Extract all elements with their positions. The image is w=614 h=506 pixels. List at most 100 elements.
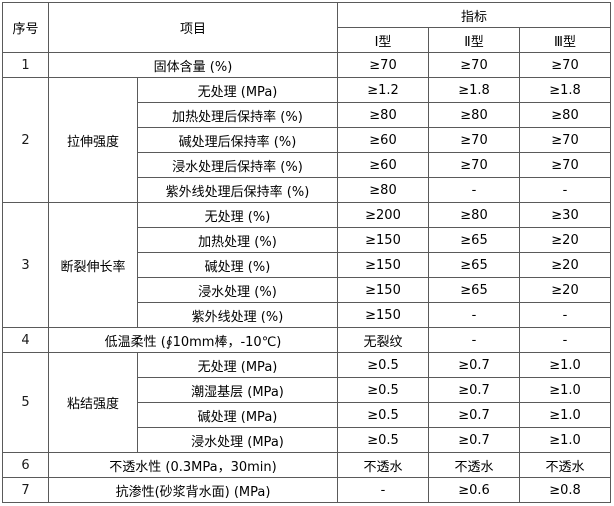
value-type-3: 不透水 bbox=[519, 452, 611, 478]
value-type-2: ≥0.7 bbox=[428, 402, 520, 428]
value-type-1: ≥150 bbox=[337, 227, 429, 253]
sub-item-label: 紫外线处理 (%) bbox=[137, 302, 338, 328]
value-type-3: ≥1.0 bbox=[519, 402, 611, 428]
row-number: 2 bbox=[2, 77, 49, 203]
value-type-3: ≥1.0 bbox=[519, 377, 611, 403]
value-type-1: 不透水 bbox=[337, 452, 429, 478]
sub-item-label: 浸水处理 (MPa) bbox=[137, 427, 338, 453]
value-type-3: ≥0.8 bbox=[519, 477, 611, 503]
sub-item-label: 浸水处理后保持率 (%) bbox=[137, 152, 338, 178]
header-type-2: Ⅱ型 bbox=[428, 27, 520, 53]
value-type-2: ≥65 bbox=[428, 227, 520, 253]
table-row: 5 粘结强度 无处理 (MPa) ≥0.5 ≥0.7 ≥1.0 bbox=[2, 352, 611, 453]
item-label: 低温柔性 (∮10mm棒，-10℃) bbox=[48, 327, 338, 353]
table-row: 加热处理后保持率 (%) ≥80 ≥80 ≥80 bbox=[3, 102, 611, 128]
value-type-3: ≥20 bbox=[519, 227, 611, 253]
value-type-1: ≥60 bbox=[337, 127, 429, 153]
value-type-2: ≥65 bbox=[428, 252, 520, 278]
value-type-3: ≥1.0 bbox=[519, 427, 611, 453]
value-type-3: ≥70 bbox=[519, 127, 611, 153]
value-type-2: - bbox=[428, 327, 520, 353]
value-type-1: ≥60 bbox=[337, 152, 429, 178]
table-body: 1 固体含量 (%) ≥70 ≥70 ≥70 2 拉伸强度 无处理 (MPa) ≥1.2 ≥1.8… bbox=[2, 52, 611, 503]
value-type-2: ≥0.7 bbox=[428, 377, 520, 403]
value-type-1: ≥0.5 bbox=[337, 402, 429, 428]
value-type-1: ≥70 bbox=[337, 52, 429, 78]
sub-item-label: 浸水处理 (%) bbox=[137, 277, 338, 303]
table-row: 1 固体含量 (%) ≥70 ≥70 ≥70 bbox=[2, 52, 611, 78]
item-label: 不透水性 (0.3MPa，30min) bbox=[48, 452, 338, 478]
value-type-2: ≥65 bbox=[428, 277, 520, 303]
value-type-1: ≥150 bbox=[337, 302, 429, 328]
group-label: 粘结强度 bbox=[48, 352, 138, 453]
sub-item-label: 加热处理后保持率 (%) bbox=[137, 102, 338, 128]
value-type-2: 不透水 bbox=[428, 452, 520, 478]
value-type-2: ≥70 bbox=[428, 152, 520, 178]
value-type-2: ≥0.6 bbox=[428, 477, 520, 503]
value-type-3: ≥70 bbox=[519, 152, 611, 178]
row-number: 1 bbox=[2, 52, 49, 78]
table-row: 6 不透水性 (0.3MPa，30min) 不透水 不透水 不透水 bbox=[2, 452, 611, 478]
sub-item-label: 碱处理 (MPa) bbox=[137, 402, 338, 428]
value-type-3: ≥20 bbox=[519, 252, 611, 278]
value-type-3: ≥30 bbox=[519, 202, 611, 228]
value-type-2: ≥0.7 bbox=[428, 352, 520, 378]
header-no: 序号 bbox=[2, 2, 49, 53]
group-label: 断裂伸长率 bbox=[48, 202, 138, 328]
row-number: 3 bbox=[2, 202, 49, 328]
table-row: 3 断裂伸长率 无处理 (%) ≥200 ≥80 ≥30 bbox=[2, 202, 611, 328]
value-type-2: ≥80 bbox=[428, 202, 520, 228]
value-type-1: ≥150 bbox=[337, 277, 429, 303]
value-type-3: - bbox=[519, 327, 611, 353]
value-type-1: - bbox=[337, 477, 429, 503]
header-index: 指标 bbox=[337, 2, 611, 28]
table-row: 4 低温柔性 (∮10mm棒，-10℃) 无裂纹 - - bbox=[2, 327, 611, 353]
value-type-1: ≥0.5 bbox=[337, 427, 429, 453]
header-item: 项目 bbox=[48, 2, 338, 53]
sub-item-label: 加热处理 (%) bbox=[137, 227, 338, 253]
table-row: 加热处理 (%) ≥150 ≥65 ≥20 bbox=[3, 227, 611, 253]
value-type-1: ≥150 bbox=[337, 252, 429, 278]
row-number: 6 bbox=[2, 452, 49, 478]
sub-item-label: 碱处理后保持率 (%) bbox=[137, 127, 338, 153]
row-number: 7 bbox=[2, 477, 49, 503]
table-row: 碱处理 (%) ≥150 ≥65 ≥20 bbox=[3, 252, 611, 278]
sub-item-label: 碱处理 (%) bbox=[137, 252, 338, 278]
value-type-3: ≥80 bbox=[519, 102, 611, 128]
value-type-1: ≥200 bbox=[337, 202, 429, 228]
value-type-1: ≥0.5 bbox=[337, 352, 429, 378]
value-type-3: ≥20 bbox=[519, 277, 611, 303]
table-row: 紫外线处理 (%) ≥150- - bbox=[3, 302, 611, 328]
value-type-1: ≥0.5 bbox=[337, 377, 429, 403]
row-number: 5 bbox=[2, 352, 49, 453]
value-type-1: ≥80 bbox=[337, 177, 429, 203]
value-type-1: ≥80 bbox=[337, 102, 429, 128]
value-type-2: - bbox=[428, 302, 520, 328]
header-type-1: Ⅰ型 bbox=[337, 27, 429, 53]
value-type-3: - bbox=[519, 177, 611, 203]
value-type-2: - bbox=[428, 177, 520, 203]
value-type-3: ≥70 bbox=[519, 52, 611, 78]
table-row: 浸水处理后保持率 (%) ≥60 ≥70 ≥70 bbox=[3, 152, 611, 178]
value-type-2: ≥70 bbox=[428, 127, 520, 153]
item-label: 固体含量 (%) bbox=[48, 52, 338, 78]
value-type-3: ≥1.8 bbox=[519, 77, 611, 103]
table-row: 碱处理 (MPa) ≥0.5 ≥0.7 ≥1.0 bbox=[3, 402, 611, 428]
value-type-3: - bbox=[519, 302, 611, 328]
value-type-3: ≥1.0 bbox=[519, 352, 611, 378]
group-label: 拉伸强度 bbox=[48, 77, 138, 203]
item-label: 抗渗性(砂浆背水面) (MPa) bbox=[48, 477, 338, 503]
value-type-2: ≥1.8 bbox=[428, 77, 520, 103]
value-type-2: ≥80 bbox=[428, 102, 520, 128]
row-number: 4 bbox=[2, 327, 49, 353]
sub-item-label: 潮湿基层 (MPa) bbox=[137, 377, 338, 403]
table-row: 7 抗渗性(砂浆背水面) (MPa) - ≥0.6 ≥0.8 bbox=[2, 477, 611, 503]
sub-item-label: 无处理 (%) bbox=[137, 202, 338, 228]
value-type-2: ≥70 bbox=[428, 52, 520, 78]
table-row: 2 拉伸强度 无处理 (MPa) ≥1.2 ≥1.8 ≥1.8 bbox=[2, 77, 611, 203]
value-type-1: ≥1.2 bbox=[337, 77, 429, 103]
table-row: 浸水处理 (MPa) ≥0.5 ≥0.7 ≥1.0 bbox=[3, 427, 611, 453]
header-type-3: Ⅲ型 bbox=[519, 27, 611, 53]
sub-item-label: 无处理 (MPa) bbox=[137, 352, 338, 378]
